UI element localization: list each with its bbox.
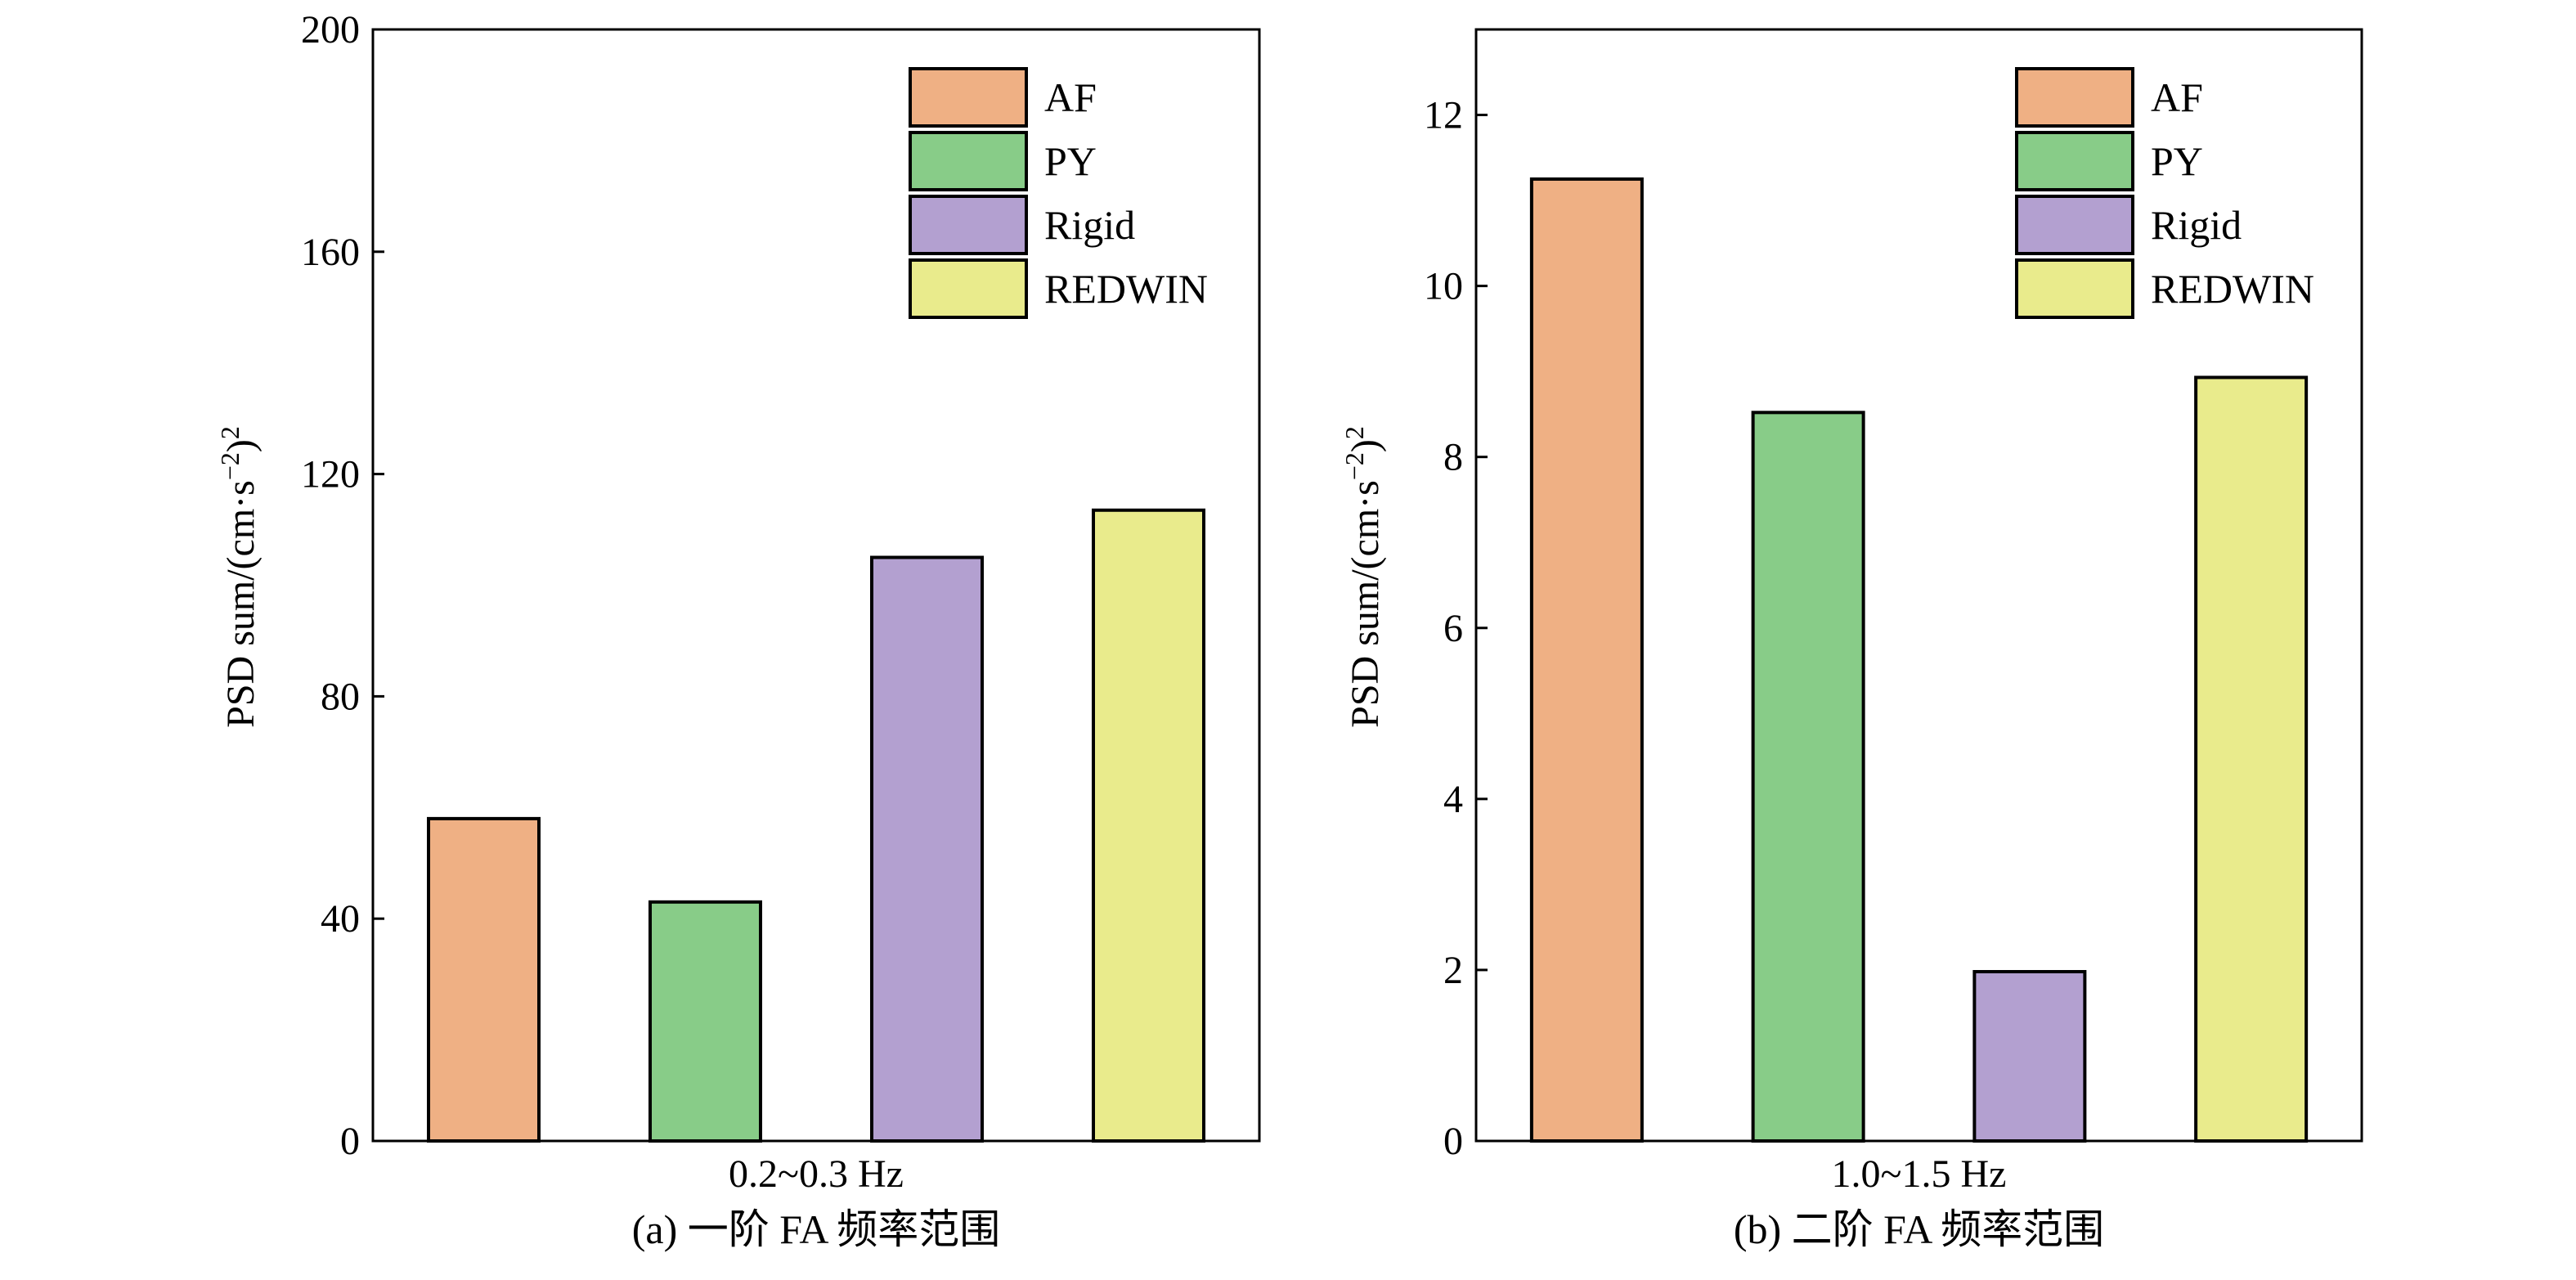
legend-swatch-af [909, 67, 1028, 128]
legend-label-redwin: REDWIN [1044, 266, 1208, 312]
legend-label-rigid: Rigid [2151, 202, 2242, 248]
legend-swatch-af [2015, 67, 2134, 128]
y-tick-label: 4 [1443, 778, 1463, 821]
y-tick-label: 160 [301, 231, 360, 274]
y-tick-label: 10 [1424, 265, 1463, 308]
chart-panel-b: 0 2 4 6 8 10 12 PSD sum/(cm·s−2)2 1.0~1.5 Hz (b) … [1340, 28, 2363, 1252]
bar-py [1751, 411, 1865, 1143]
bar-redwin [1092, 508, 1205, 1143]
y-tick-label: 0 [340, 1120, 360, 1163]
y-tick-label: 200 [301, 8, 360, 52]
x-axis-label: 0.2~0.3 Hz [729, 1152, 904, 1196]
y-tick-label: 6 [1443, 607, 1463, 650]
bar-rigid [870, 555, 984, 1143]
legend-label-py: PY [2151, 138, 2203, 184]
chart-panel-a: 0 40 80 120 160 200 PSD sum/(cm·s−2)2 0.2~0.3 H… [215, 8, 1261, 1252]
y-axis-title: PSD sum/(cm·s−2)2 [1340, 426, 1387, 728]
panel-caption: (a) 一阶 FA 频率范围 [632, 1206, 1000, 1252]
legend-swatch-py [2015, 131, 2134, 191]
y-tick-label: 0 [1443, 1120, 1463, 1163]
y-tick-label: 120 [301, 453, 360, 496]
bar-redwin [2194, 375, 2309, 1143]
bar-af [427, 816, 541, 1143]
bar-rigid [1972, 970, 2087, 1143]
y-tick-label: 80 [321, 675, 360, 718]
bar-py [648, 900, 762, 1143]
legend-swatch-py [909, 131, 1028, 191]
legend-label-redwin: REDWIN [2151, 266, 2314, 312]
plot-frame [1474, 28, 2363, 1143]
y-tick-label: 40 [321, 897, 360, 941]
legend-label-py: PY [1044, 138, 1097, 184]
legend-swatch-rigid [2015, 195, 2134, 255]
y-axis-title: PSD sum/(cm·s−2)2 [215, 426, 263, 728]
plot-frame [371, 28, 1261, 1143]
y-tick-label: 2 [1443, 949, 1463, 992]
y-tick-label: 12 [1424, 94, 1463, 137]
bar-af [1529, 177, 1644, 1143]
legend-label-rigid: Rigid [1044, 202, 1135, 248]
panel-caption: (b) 二阶 FA 频率范围 [1734, 1206, 2104, 1252]
y-tick-label: 8 [1443, 436, 1463, 479]
x-axis-label: 1.0~1.5 Hz [1832, 1152, 2007, 1196]
legend-swatch-redwin [2015, 258, 2134, 319]
legend-label-af: AF [1044, 74, 1097, 120]
legend-swatch-rigid [909, 195, 1028, 255]
legend-swatch-redwin [909, 258, 1028, 319]
legend-label-af: AF [2151, 74, 2203, 120]
